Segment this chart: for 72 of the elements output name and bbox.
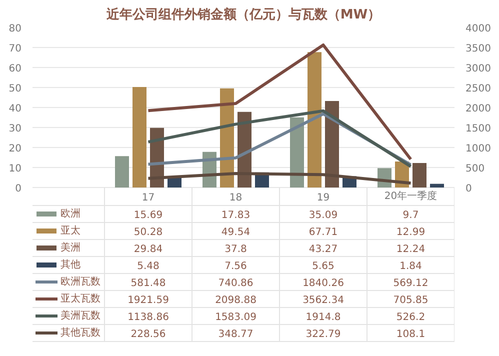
bar (115, 156, 129, 188)
y2-tick-label: 0 (466, 184, 472, 194)
x-tick-label: 20年一季度 (384, 190, 438, 202)
data-label: 1840.26 (302, 278, 344, 289)
bar (132, 86, 146, 188)
y2-tick-label: 4000 (466, 24, 491, 34)
y2-tick-label: 3500 (466, 44, 491, 54)
y-tick-label: 30 (8, 124, 22, 134)
legend-label: 美洲 (60, 242, 80, 254)
data-label: 29.84 (134, 244, 163, 255)
bar (308, 52, 322, 188)
data-label: 1138.86 (128, 312, 169, 323)
legend-label: 其他瓦数 (60, 326, 100, 338)
data-label: 108.1 (396, 329, 426, 340)
data-label: 50.28 (134, 227, 163, 238)
legend-label: 欧洲瓦数 (60, 276, 100, 288)
data-label: 740.86 (218, 278, 254, 289)
data-label: 569.12 (393, 278, 428, 289)
y2-tick-label: 2000 (466, 104, 491, 114)
data-label: 43.27 (308, 244, 338, 255)
data-label: 1.84 (400, 261, 422, 272)
y-tick-label: 70 (8, 44, 22, 54)
bar (412, 163, 426, 188)
data-label: 67.71 (308, 227, 338, 238)
y2-tick-label: 500 (466, 164, 485, 174)
data-label: 348.77 (218, 329, 254, 340)
y-tick-label: 80 (8, 24, 22, 34)
bar (290, 117, 304, 188)
data-label: 1583.09 (215, 312, 256, 323)
data-label: 3562.34 (302, 295, 344, 306)
data-label: 1914.8 (306, 312, 341, 323)
data-label: 5.65 (312, 261, 334, 272)
y-tick-label: 60 (8, 64, 22, 74)
y-tick-label: 40 (8, 104, 22, 114)
data-label: 17.83 (221, 210, 250, 221)
data-label: 705.85 (393, 295, 428, 306)
legend-label: 美洲瓦数 (60, 310, 100, 322)
data-label: 37.8 (224, 244, 247, 255)
data-label: 15.69 (134, 210, 163, 221)
y-tick-label: 20 (8, 144, 22, 154)
legend-label: 亚太瓦数 (60, 292, 100, 304)
x-tick-label: 18 (229, 192, 242, 204)
y-tick-label: 10 (8, 164, 22, 174)
legend-label: 欧洲 (60, 208, 80, 220)
data-label: 12.24 (396, 244, 426, 255)
data-label: 49.54 (221, 227, 250, 238)
data-label: 2098.88 (215, 295, 256, 306)
legend-label: 其他 (60, 258, 80, 270)
data-label: 581.48 (130, 278, 166, 289)
bar (325, 100, 339, 188)
data-label: 5.48 (137, 261, 160, 272)
x-tick-label: 17 (142, 192, 155, 204)
data-label: 12.99 (396, 227, 426, 238)
bar (430, 184, 444, 188)
line-series (146, 44, 412, 161)
data-label: 322.79 (306, 329, 341, 340)
y-tick-label: 0 (15, 184, 22, 194)
y2-tick-label: 1000 (466, 144, 491, 154)
chart-title: 近年公司组件外销金额（亿元）与瓦数（MW） (105, 6, 381, 22)
legend-label: 亚太 (60, 224, 80, 236)
data-label: 1921.59 (128, 295, 169, 306)
line-series (146, 172, 412, 185)
data-label: 35.09 (308, 210, 338, 221)
data-label: 9.7 (402, 210, 419, 221)
y2-tick-label: 2500 (466, 84, 491, 94)
y2-tick-label: 3000 (466, 64, 491, 74)
data-label: 228.56 (130, 329, 166, 340)
x-tick-label: 19 (316, 192, 330, 204)
y-tick-label: 50 (8, 84, 22, 94)
data-label: 7.56 (224, 261, 247, 272)
data-label: 526.2 (396, 312, 426, 323)
y2-tick-label: 1500 (466, 124, 491, 134)
